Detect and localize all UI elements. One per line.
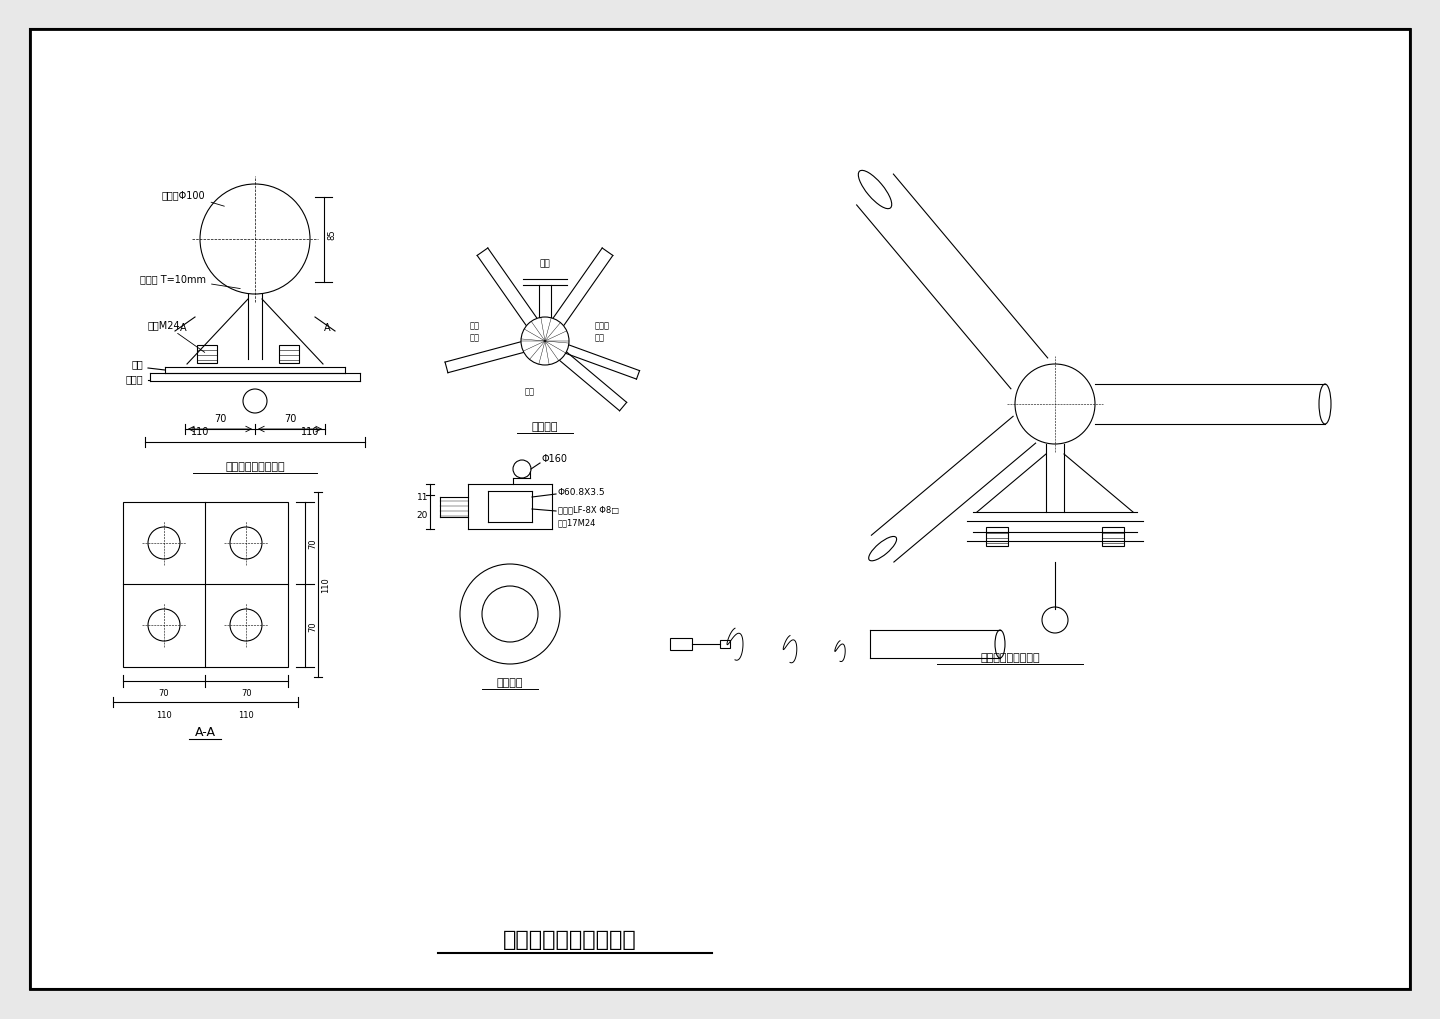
Text: A: A <box>324 323 330 332</box>
Text: 110: 110 <box>192 427 209 436</box>
Text: 85: 85 <box>327 229 336 240</box>
Text: 卡件: 卡件 <box>526 386 536 395</box>
Text: 螺栓M24: 螺栓M24 <box>148 320 204 353</box>
Text: 110: 110 <box>239 710 253 718</box>
Text: 套管: 套管 <box>469 332 480 341</box>
Text: 螺纹17M24: 螺纹17M24 <box>559 518 596 527</box>
Text: 70: 70 <box>308 538 317 548</box>
Text: 110: 110 <box>156 710 171 718</box>
Text: 上弦节点: 上弦节点 <box>531 422 559 432</box>
Text: 70: 70 <box>158 689 168 698</box>
Text: 网架支座、支托大样图: 网架支座、支托大样图 <box>503 929 636 949</box>
Text: 螺头: 螺头 <box>469 321 480 330</box>
Text: 垫层板: 垫层板 <box>125 374 143 383</box>
Text: 螺栓球Φ100: 螺栓球Φ100 <box>163 190 225 207</box>
Bar <box>122 502 288 666</box>
Text: Φ60.8X3.5: Φ60.8X3.5 <box>559 487 606 496</box>
Text: 套板: 套板 <box>595 332 605 341</box>
Text: 110: 110 <box>321 577 331 592</box>
Text: A: A <box>180 323 186 332</box>
Text: A-A: A-A <box>194 725 216 738</box>
Text: 70: 70 <box>308 621 317 631</box>
Text: 110: 110 <box>301 427 320 436</box>
Text: 锥台垫: 锥台垫 <box>595 321 611 330</box>
Text: 支托大样: 支托大样 <box>497 678 523 688</box>
Text: 加劲板 T=10mm: 加劲板 T=10mm <box>140 274 240 289</box>
Bar <box>279 345 300 364</box>
Text: 70: 70 <box>240 689 252 698</box>
Bar <box>197 345 217 364</box>
Text: 11: 11 <box>416 492 428 501</box>
Text: 底板: 底板 <box>131 359 143 369</box>
Text: Φ160: Φ160 <box>541 453 567 464</box>
Text: 70: 70 <box>284 414 297 424</box>
Bar <box>670 638 693 650</box>
Text: 双直面网架支座大样: 双直面网架支座大样 <box>981 652 1040 662</box>
Bar <box>720 640 730 648</box>
Text: 支托: 支托 <box>540 259 550 268</box>
Text: 筋头板LF-8X Φ8□: 筋头板LF-8X Φ8□ <box>559 504 619 514</box>
Bar <box>986 528 1008 546</box>
Text: 20: 20 <box>416 511 428 520</box>
Bar <box>1102 528 1125 546</box>
Text: 双直面网架支座大样: 双直面网架支座大样 <box>225 462 285 472</box>
Text: 70: 70 <box>213 414 226 424</box>
